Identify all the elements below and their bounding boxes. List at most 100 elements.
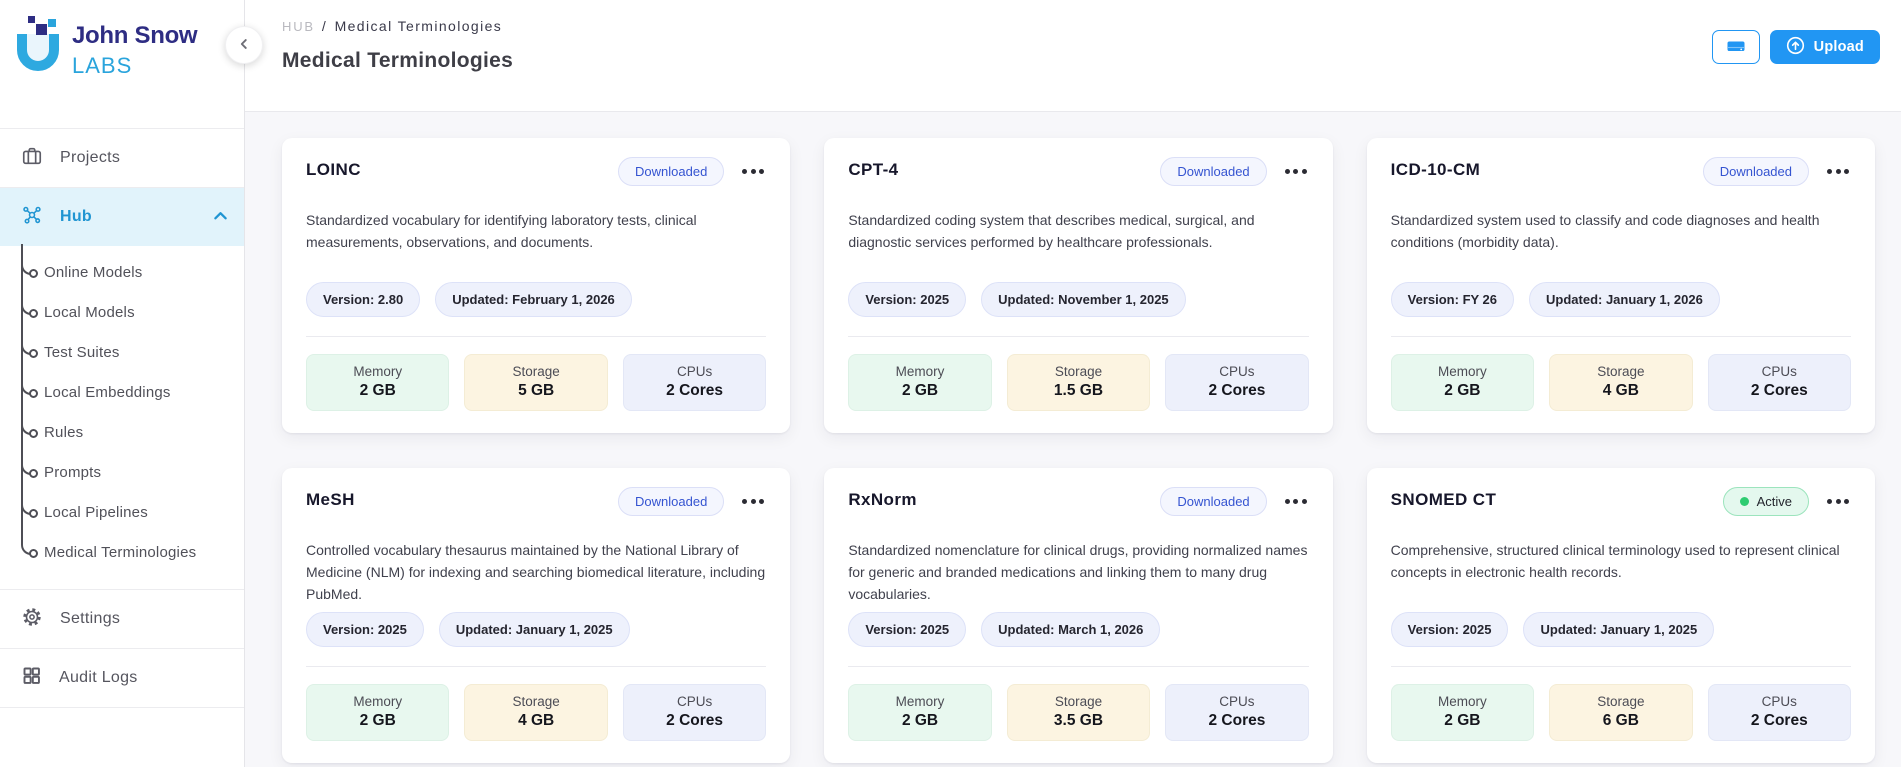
hub-submenu-item[interactable]: Local Models (21, 284, 244, 333)
network-hub-icon (21, 204, 43, 231)
sidebar-collapse-button[interactable] (225, 26, 263, 64)
card-menu-button[interactable] (1825, 163, 1851, 180)
stat-label: Storage (512, 694, 560, 709)
storage-stat: Storage 4 GB (464, 684, 608, 741)
stat-label: Memory (1438, 694, 1487, 709)
card-title: RxNorm (848, 490, 917, 509)
stat-label: Memory (353, 694, 403, 709)
terminology-card: RxNorm Downloaded Standardized nomenclat… (824, 468, 1333, 763)
card-header-right: Downloaded (1160, 157, 1308, 186)
john-snow-labs-logo-icon (12, 14, 64, 83)
card-header: SNOMED CT Active (1391, 487, 1851, 516)
card-header: LOINC Downloaded (306, 157, 766, 186)
sidebar-item-audit-logs[interactable]: Audit Logs (0, 648, 244, 707)
memory-stat: Memory 2 GB (848, 354, 992, 411)
brand-line2: LABS (72, 53, 133, 78)
stat-label: Memory (895, 694, 945, 709)
card-stats: Memory 2 GB Storage 4 GB CPUs 2 Cores (1390, 354, 1852, 411)
card-stats: Memory 2 GB Storage 1.5 GB CPUs 2 Cores (848, 354, 1309, 411)
updated-pill: Updated: March 1, 2026 (981, 612, 1161, 647)
stat-label: CPUs (1761, 694, 1797, 709)
stat-value: 2 Cores (666, 382, 724, 399)
stat-label: Storage (512, 364, 560, 379)
card-meta-pills: Version: 2025 Updated: March 1, 2026 (848, 612, 1308, 647)
upload-button[interactable]: Upload (1769, 30, 1880, 64)
upload-button-label: Upload (1813, 39, 1864, 55)
status-badge: Downloaded (1160, 487, 1267, 516)
cpus-stat: CPUs 2 Cores (1165, 354, 1309, 411)
memory-stat: Memory 2 GB (306, 354, 450, 411)
stat-label: Storage (1054, 364, 1103, 379)
brand-logo[interactable]: John Snow LABS (0, 0, 244, 128)
storage-stat: Storage 5 GB (464, 354, 608, 411)
card-stats: Memory 2 GB Storage 6 GB CPUs 2 Cores (1390, 684, 1852, 741)
card-meta-pills: Version: 2025 Updated: January 1, 2025 (306, 612, 766, 647)
header-left: HUB / Medical Terminologies Medical Term… (282, 18, 513, 111)
hub-submenu-item[interactable]: Prompts (21, 444, 244, 493)
briefcase-icon (21, 145, 43, 172)
cpus-stat: CPUs 2 Cores (622, 684, 767, 741)
card-header-right: Downloaded (618, 487, 766, 516)
card-divider (306, 666, 767, 667)
card-menu-button[interactable] (1283, 493, 1309, 510)
card-title: LOINC (306, 160, 361, 179)
card-description: Comprehensive, structured clinical termi… (1390, 542, 1840, 580)
memory-stat: Memory 2 GB (848, 684, 992, 741)
card-header: CPT-4 Downloaded (848, 157, 1308, 186)
stat-value: 4 GB (1602, 382, 1639, 399)
card-description: Standardized system used to classify and… (1390, 212, 1820, 250)
hub-submenu-item[interactable]: Local Embeddings (21, 364, 244, 413)
stat-value: 1.5 GB (1053, 382, 1104, 399)
hub-submenu-item[interactable]: Local Pipelines (21, 484, 244, 533)
card-menu-button[interactable] (1283, 163, 1309, 180)
status-badge: Downloaded (618, 487, 725, 516)
card-title: SNOMED CT (1390, 490, 1497, 509)
sidebar-item-settings[interactable]: Settings (0, 589, 244, 648)
terminology-card-grid: LOINC Downloaded Standardized vocabulary… (282, 138, 1875, 763)
card-divider (306, 336, 767, 337)
hub-submenu-item[interactable]: Test Suites (21, 324, 244, 373)
card-header-right: Downloaded (1702, 157, 1851, 186)
updated-pill: Updated: January 1, 2025 (438, 612, 630, 647)
card-divider (848, 666, 1309, 667)
terminology-card: SNOMED CT Active Comprehensive, structur… (1366, 468, 1875, 763)
stat-label: CPUs (1761, 364, 1797, 379)
stat-value: 2 GB (901, 712, 939, 729)
hub-submenu-item[interactable]: Rules (21, 404, 244, 453)
card-menu-button[interactable] (740, 163, 766, 180)
card-divider (1390, 336, 1851, 337)
local-storage-button[interactable] (1711, 30, 1760, 64)
card-meta-pills: Version: 2025 Updated: January 1, 2025 (1390, 612, 1851, 647)
sidebar-item-label: Audit Logs (59, 669, 138, 686)
hub-submenu-item[interactable]: Online Models (21, 244, 244, 293)
header-toolbar: Upload (1711, 30, 1880, 111)
ellipsis-icon (1284, 499, 1290, 504)
memory-stat: Memory 2 GB (1390, 354, 1535, 411)
stat-label: Storage (1597, 364, 1645, 379)
brand-name: John Snow LABS (72, 14, 198, 79)
breadcrumb-separator: / (321, 18, 328, 34)
chevron-left-icon (237, 37, 251, 54)
breadcrumb-hub-link[interactable]: HUB (282, 19, 315, 34)
card-title: ICD-10-CM (1390, 160, 1481, 179)
card-meta-pills: Version: 2.80 Updated: February 1, 2026 (306, 282, 766, 317)
card-menu-button[interactable] (1825, 493, 1851, 510)
stat-value: 2 GB (1444, 382, 1481, 399)
updated-pill: Updated: January 1, 2025 (1523, 612, 1715, 647)
stat-label: CPUs (676, 364, 713, 379)
storage-stat: Storage 1.5 GB (1006, 354, 1151, 411)
card-menu-button[interactable] (740, 493, 766, 510)
card-header-right: Downloaded (618, 157, 766, 186)
card-divider (848, 336, 1309, 337)
ellipsis-icon (1284, 169, 1290, 174)
sidebar-item-hub[interactable]: Hub (0, 187, 244, 246)
cpus-stat: CPUs 2 Cores (1165, 684, 1309, 741)
sidebar-item-projects[interactable]: Projects (0, 128, 244, 187)
stat-value: 2 GB (359, 382, 396, 399)
cpus-stat: CPUs 2 Cores (1707, 354, 1852, 411)
card-title: MeSH (306, 490, 355, 509)
updated-pill: Updated: February 1, 2026 (435, 282, 632, 317)
card-stats: Memory 2 GB Storage 4 GB CPUs 2 Cores (306, 684, 767, 741)
hub-submenu-item[interactable]: Medical Terminologies (21, 524, 244, 573)
stat-value: 2 Cores (1208, 712, 1266, 729)
